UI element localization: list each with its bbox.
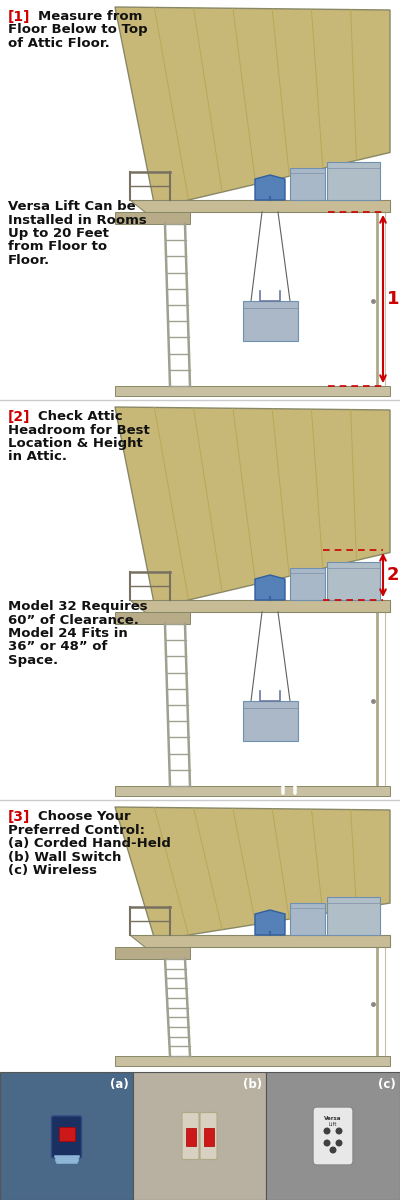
Bar [0, 1072, 133, 1200]
Text: [2]: [2] [8, 410, 30, 424]
Text: Preferred Control:: Preferred Control: [8, 823, 145, 836]
FancyBboxPatch shape [52, 1116, 82, 1158]
Polygon shape [130, 200, 390, 212]
Polygon shape [243, 301, 298, 341]
Text: (b) Wall Switch: (b) Wall Switch [8, 851, 121, 864]
FancyBboxPatch shape [200, 1112, 217, 1159]
Bar [266, 1072, 400, 1200]
Polygon shape [290, 568, 325, 600]
Polygon shape [130, 935, 390, 947]
Circle shape [336, 1128, 342, 1134]
Text: 1: 1 [387, 290, 400, 308]
Text: [1]: [1] [8, 10, 30, 24]
Circle shape [330, 1146, 336, 1153]
Text: of Attic Floor.: of Attic Floor. [8, 37, 110, 50]
Polygon shape [255, 910, 285, 935]
Polygon shape [115, 7, 390, 208]
Polygon shape [255, 575, 285, 600]
Polygon shape [327, 562, 380, 600]
Polygon shape [290, 902, 325, 935]
Text: Lift: Lift [329, 1122, 337, 1127]
Text: (c): (c) [378, 1078, 396, 1091]
Polygon shape [327, 162, 380, 200]
Text: 36” or 48” of: 36” or 48” of [8, 641, 107, 654]
Bar [186, 1128, 196, 1146]
Text: Measure from: Measure from [38, 10, 142, 23]
Polygon shape [115, 806, 390, 941]
Text: [3]: [3] [8, 810, 30, 824]
Polygon shape [115, 612, 190, 624]
Text: Location & Height: Location & Height [8, 437, 143, 450]
Bar [0, 400, 400, 800]
Text: Model 24 Fits in: Model 24 Fits in [8, 626, 128, 640]
Text: Floor.: Floor. [8, 254, 50, 266]
Bar [0, 0, 400, 400]
FancyBboxPatch shape [182, 1112, 199, 1159]
Polygon shape [130, 600, 390, 612]
Text: Choose Your: Choose Your [38, 810, 131, 823]
Polygon shape [115, 386, 390, 396]
Polygon shape [115, 407, 390, 608]
Polygon shape [115, 786, 390, 796]
Text: Check Attic: Check Attic [38, 410, 123, 422]
Text: (c) Wireless: (c) Wireless [8, 864, 97, 877]
Polygon shape [290, 168, 325, 200]
Polygon shape [115, 212, 190, 224]
Text: Installed in Rooms: Installed in Rooms [8, 214, 147, 227]
Text: Versa: Versa [324, 1116, 342, 1121]
Bar [58, 1127, 74, 1141]
Text: Space.: Space. [8, 654, 58, 667]
Text: Up to 20 Feet: Up to 20 Feet [8, 227, 109, 240]
Bar [133, 1072, 266, 1200]
Polygon shape [115, 1056, 390, 1066]
Text: Model 32 Requires: Model 32 Requires [8, 600, 148, 613]
Text: (b): (b) [243, 1078, 262, 1091]
Bar [204, 1128, 214, 1146]
Circle shape [336, 1140, 342, 1146]
Polygon shape [115, 947, 190, 959]
Text: 2: 2 [387, 566, 400, 584]
Text: Versa Lift Can be: Versa Lift Can be [8, 200, 136, 214]
Circle shape [324, 1140, 330, 1146]
Text: in Attic.: in Attic. [8, 450, 67, 463]
Circle shape [324, 1128, 330, 1134]
Text: Floor Below to Top: Floor Below to Top [8, 24, 148, 36]
FancyBboxPatch shape [313, 1106, 353, 1165]
Bar [0, 800, 400, 1200]
Polygon shape [327, 898, 380, 935]
Polygon shape [255, 175, 285, 200]
Text: (a) Corded Hand-Held: (a) Corded Hand-Held [8, 838, 171, 850]
Text: 60” of Clearance.: 60” of Clearance. [8, 613, 139, 626]
Polygon shape [243, 701, 298, 740]
Text: (a): (a) [110, 1078, 129, 1091]
Text: Headroom for Best: Headroom for Best [8, 424, 150, 437]
Text: from Floor to: from Floor to [8, 240, 107, 253]
